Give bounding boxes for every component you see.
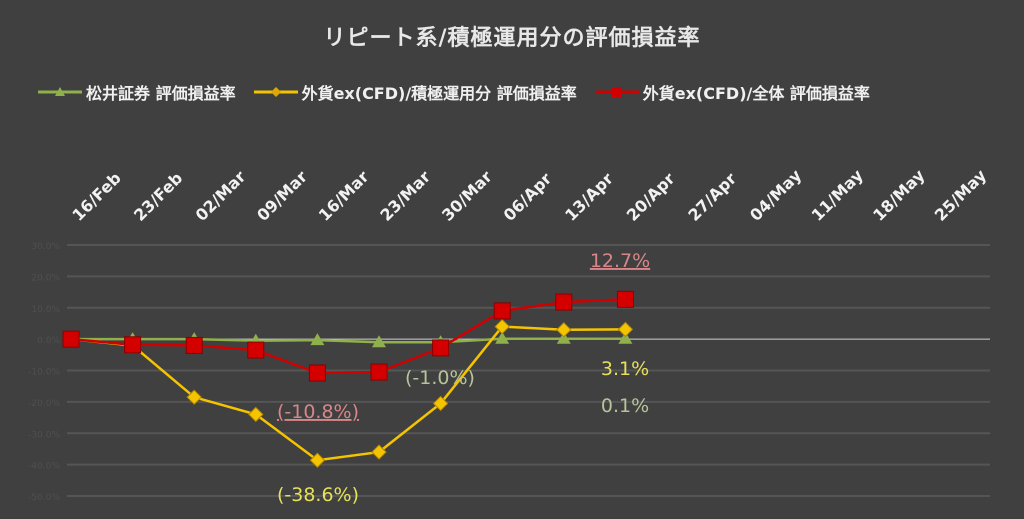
- data-point: [124, 336, 142, 354]
- series-line: [70, 298, 626, 375]
- data-label: 0.1%: [601, 395, 649, 417]
- x-tick-label: 06/Apr: [500, 169, 556, 225]
- x-tick-label: 18/May: [869, 165, 929, 225]
- legend-item-matsui: 松井証券 評価損益率: [38, 80, 236, 104]
- x-tick-label: 30/Mar: [438, 167, 496, 225]
- data-point: [616, 290, 634, 308]
- data-point: [371, 444, 387, 460]
- data-point: [618, 331, 633, 344]
- data-point: [556, 331, 571, 344]
- data-point: [186, 389, 202, 405]
- y-tick-label: 30.0%: [31, 242, 60, 252]
- x-tick-label: 23/Mar: [376, 167, 434, 225]
- x-tick-label: 09/Mar: [253, 167, 311, 225]
- data-point: [247, 341, 265, 359]
- data-point: [495, 331, 510, 344]
- legend-label: 外貨ex(CFD)/積極運用分 評価損益率: [301, 84, 577, 103]
- data-point: [370, 363, 388, 381]
- y-tick-label: -30.0%: [28, 430, 60, 440]
- x-tick-label: 13/Apr: [561, 169, 617, 225]
- data-label: (-38.6%): [277, 484, 359, 506]
- legend-label: 外貨ex(CFD)/全体 評価損益率: [642, 84, 870, 103]
- data-point: [432, 339, 450, 357]
- y-tick-label: -20.0%: [28, 399, 60, 409]
- y-tick-label: -10.0%: [28, 368, 60, 378]
- data-point: [310, 333, 325, 346]
- x-tick-label: 23/Feb: [130, 168, 186, 224]
- x-tick-label: 16/Feb: [68, 168, 124, 224]
- data-point: [432, 395, 449, 412]
- x-tick-label: 27/Apr: [684, 169, 740, 225]
- x-tick-label: 11/May: [808, 165, 868, 225]
- x-tick-label: 25/May: [931, 165, 991, 225]
- x-tick-label: 20/Apr: [623, 169, 679, 225]
- y-tick-label: 20.0%: [31, 273, 60, 283]
- data-point: [185, 336, 203, 354]
- data-label: 3.1%: [601, 358, 649, 380]
- chart-title: リピート系/積極運用分の評価損益率: [323, 26, 701, 51]
- x-tick-label: 04/May: [746, 165, 806, 225]
- data-label: (-10.8%): [277, 401, 359, 423]
- data-point: [248, 406, 264, 423]
- x-tick-label: 02/Mar: [192, 167, 250, 225]
- x-tick-label: 16/Mar: [315, 167, 373, 225]
- legend-item-aggressive: 外貨ex(CFD)/積極運用分 評価損益率: [253, 80, 577, 104]
- legend-label: 松井証券 評価損益率: [86, 84, 236, 103]
- data-point: [309, 452, 326, 468]
- series-line: [71, 337, 626, 344]
- data-label: (-1.0%): [405, 367, 475, 389]
- y-tick-label: 10.0%: [31, 305, 60, 315]
- data-point: [493, 302, 511, 320]
- data-point: [556, 322, 572, 338]
- series-line: [70, 325, 626, 462]
- y-tick-label: -50.0%: [28, 493, 60, 503]
- data-point: [372, 335, 386, 348]
- data-label: 12.7%: [590, 250, 650, 272]
- data-point: [62, 330, 80, 348]
- data-point: [308, 364, 326, 382]
- data-point: [494, 318, 510, 335]
- legend: 松井証券 評価損益率 外貨ex(CFD)/積極運用分 評価損益率 外貨ex(CF…: [38, 80, 870, 104]
- data-point: [617, 321, 634, 338]
- y-tick-label: 0.0%: [37, 336, 60, 346]
- data-point: [555, 293, 573, 311]
- y-tick-label: -40.0%: [28, 462, 60, 472]
- legend-item-total: 外貨ex(CFD)/全体 評価損益率: [594, 80, 870, 104]
